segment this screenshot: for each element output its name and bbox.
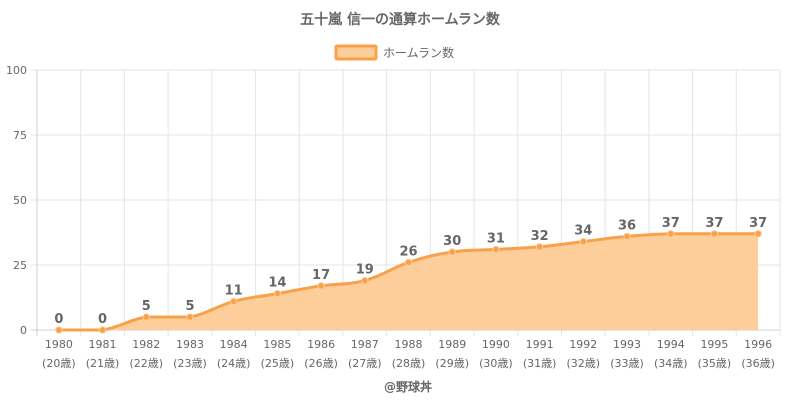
x-tick-age: (30歳) [479,357,513,370]
x-tick-year: 1982 [132,338,160,351]
x-tick-age: (22歳) [129,357,163,370]
x-tick-year: 1994 [657,338,685,351]
x-tick-year: 1993 [613,338,641,351]
data-label: 26 [399,244,417,259]
x-tick-age: (34歳) [654,357,688,370]
data-label: 36 [618,218,636,233]
x-tick-year: 1990 [482,338,510,351]
x-tick-age: (25歳) [261,357,295,370]
x-tick-year: 1984 [220,338,248,351]
data-point[interactable] [142,313,150,321]
data-label: 17 [312,268,330,283]
legend[interactable]: ホームラン数 [334,44,454,61]
x-tick-age: (29歳) [435,357,469,370]
x-tick-age: (35歳) [698,357,732,370]
data-point[interactable] [98,326,107,334]
data-point[interactable] [317,282,325,290]
data-label: 37 [662,216,680,231]
data-point[interactable] [623,232,631,241]
x-tick-year: 1995 [700,338,728,351]
data-point[interactable] [492,245,500,254]
x-tick-age: (32歳) [567,357,601,370]
y-tick-label: 100 [6,64,27,77]
x-tick-year: 1981 [89,338,117,351]
data-label: 34 [574,224,592,239]
data-labels: 0 0 5 5 11 14 17 19 26 30 31 32 34 36 37 37 37 [54,216,767,327]
data-label: 19 [356,263,374,278]
data-point[interactable] [186,313,194,321]
y-tick-label: 75 [13,129,27,142]
x-tick-year: 1986 [307,338,335,351]
x-tick-age: (33歳) [610,357,644,370]
legend-swatch [334,44,378,61]
data-points [55,230,762,334]
x-tick-age: (28歳) [392,357,426,370]
data-point[interactable] [535,243,544,251]
x-tick-year: 1980 [45,338,73,351]
x-tick-age: (20歳) [42,357,76,370]
data-label: 0 [98,312,107,327]
data-label: 32 [531,229,549,244]
x-tick-age: (31歳) [523,357,557,370]
y-tick-label: 25 [13,259,27,272]
data-point[interactable] [448,248,456,256]
x-tick-year: 1991 [526,338,554,351]
x-tick-year: 1985 [263,338,291,351]
x-tick-age: (23歳) [173,357,207,370]
data-point[interactable] [579,237,588,246]
credit-label: @野球丼 [384,379,432,394]
data-point[interactable] [667,230,675,238]
data-label: 11 [225,283,243,298]
data-label: 37 [749,216,767,231]
data-label: 5 [142,299,151,314]
data-label: 31 [487,231,505,246]
data-point[interactable] [361,276,369,285]
chart-title: 五十嵐 信一の通算ホームラン数 [300,11,501,28]
data-point[interactable] [404,258,413,267]
x-tick-year: 1996 [744,338,772,351]
series-area [58,233,759,330]
x-axis: 1980 (20歳) 1981 (21歳) 1982 (22歳) 1983 (23歳) 1984… [42,338,775,370]
y-axis: 0 25 50 75 100 [6,64,27,337]
data-label: 0 [54,312,63,327]
data-point[interactable] [754,230,762,238]
legend-label: ホームラン数 [383,45,454,60]
data-label: 14 [268,276,286,291]
x-tick-year: 1992 [569,338,597,351]
data-label: 37 [705,216,723,231]
y-tick-label: 0 [20,324,27,337]
x-tick-age: (36歳) [741,357,775,370]
x-tick-age: (26歳) [304,357,338,370]
x-tick-year: 1987 [351,338,379,351]
data-point[interactable] [55,326,63,334]
data-label: 5 [185,299,194,314]
data-point[interactable] [710,230,719,238]
x-tick-age: (27歳) [348,357,382,370]
x-tick-age: (21歳) [86,357,120,370]
data-label: 30 [443,234,461,249]
x-tick-age: (24歳) [217,357,251,370]
x-tick-year: 1989 [438,338,466,351]
x-tick-year: 1983 [176,338,204,351]
data-point[interactable] [229,297,238,306]
x-tick-year: 1988 [395,338,423,351]
y-tick-label: 50 [13,194,27,207]
data-point[interactable] [273,289,282,298]
